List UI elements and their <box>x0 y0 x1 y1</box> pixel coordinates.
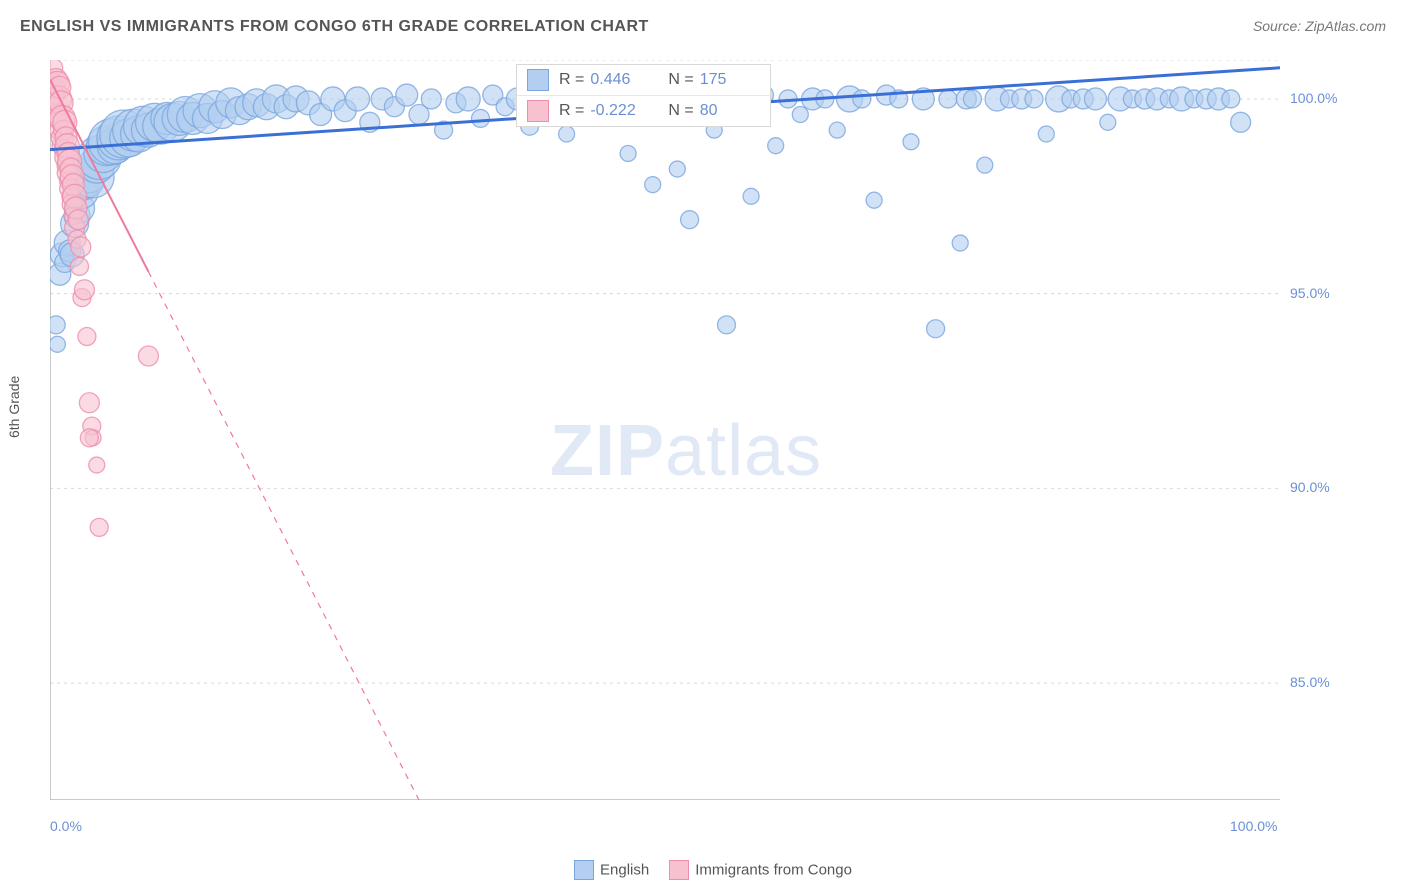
correlation-legend-row: R =-0.222N =80 <box>517 96 770 126</box>
y-tick-label: 95.0% <box>1290 285 1330 301</box>
scatter-chart <box>50 60 1280 800</box>
legend-swatch <box>574 860 594 880</box>
chart-title: ENGLISH VS IMMIGRANTS FROM CONGO 6TH GRA… <box>20 18 649 35</box>
source-label: Source: ZipAtlas.com <box>1253 18 1386 34</box>
x-tick-label: 100.0% <box>1230 818 1277 834</box>
chart-header: ENGLISH VS IMMIGRANTS FROM CONGO 6TH GRA… <box>20 18 1386 48</box>
legend-label: English <box>600 862 649 879</box>
legend-swatch <box>527 100 549 122</box>
correlation-legend-row: R =0.446N =175 <box>517 65 770 96</box>
correlation-legend: R =0.446N =175R =-0.222N =80 <box>516 64 771 127</box>
series-legend: English Immigrants from Congo <box>0 860 1406 880</box>
y-axis-label: 6th Grade <box>6 376 22 438</box>
legend-swatch <box>669 860 689 880</box>
y-tick-label: 90.0% <box>1290 479 1330 495</box>
y-tick-label: 85.0% <box>1290 674 1330 690</box>
y-tick-label: 100.0% <box>1290 90 1337 106</box>
legend-label: Immigrants from Congo <box>695 862 852 879</box>
x-tick-label: 0.0% <box>50 818 82 834</box>
legend-swatch <box>527 69 549 91</box>
chart-area: ZIPatlas R =0.446N =175R =-0.222N =80 <box>50 60 1280 800</box>
